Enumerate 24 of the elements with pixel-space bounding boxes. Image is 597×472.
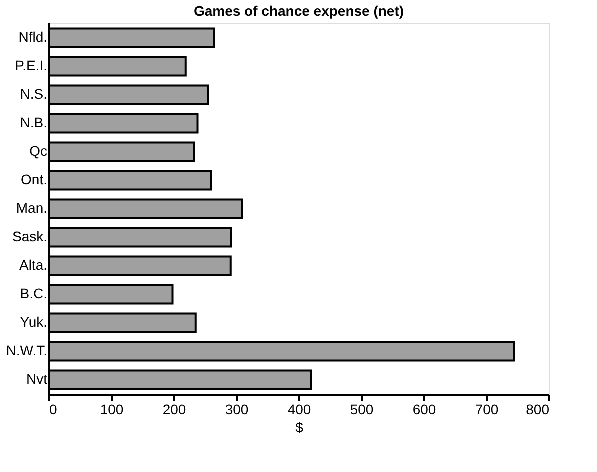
y-tick-label: N.S.	[20, 86, 48, 102]
x-tick-label: 0	[50, 402, 58, 418]
x-tick-label: 800	[526, 402, 550, 418]
y-tick-label: P.E.I.	[15, 57, 48, 74]
y-tick-label: Man.	[16, 200, 48, 216]
chart-title: Games of chance expense (net)	[194, 3, 404, 19]
y-tick-label: N.B.	[20, 114, 48, 130]
x-tick-label: 500	[350, 402, 374, 418]
y-tick-label: Ont.	[21, 171, 48, 188]
y-tick-label: Sask.	[12, 228, 48, 245]
x-tick-label: 600	[412, 402, 436, 418]
y-tick-label: B.C.	[20, 286, 48, 302]
x-tick-label: 700	[475, 402, 499, 418]
x-tick-label: 200	[162, 402, 186, 418]
y-tick-label: Nfld.	[18, 28, 48, 45]
y-tick-label: Nvt	[26, 371, 48, 388]
x-tick-label: 400	[288, 402, 312, 418]
y-tick-label: N.W.T.	[6, 342, 48, 359]
y-tick-label: Qc	[30, 142, 48, 159]
y-tick-label: Yuk.	[20, 314, 48, 330]
y-tick-label: Alta.	[19, 257, 48, 274]
x-axis-title: $	[296, 420, 304, 436]
x-tick-label: 300	[225, 402, 249, 418]
x-tick-label: 100	[100, 402, 124, 418]
